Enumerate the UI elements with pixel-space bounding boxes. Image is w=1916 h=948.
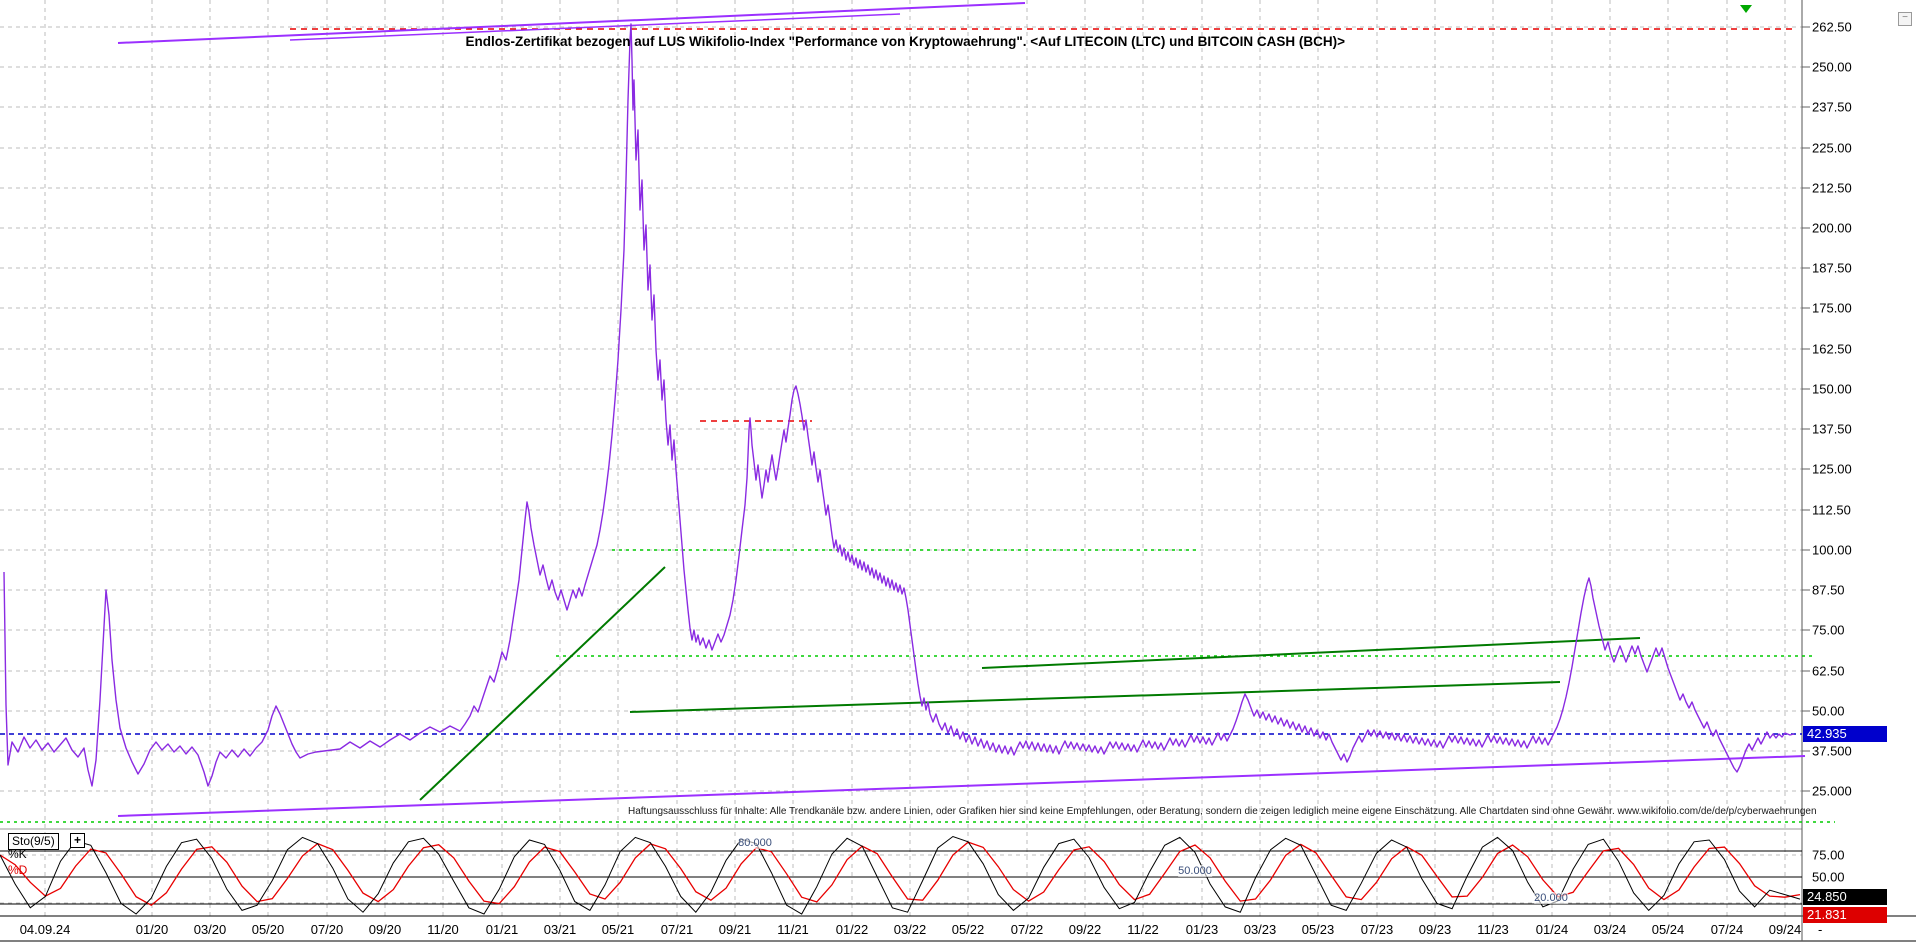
y-axis-label: 212.50 bbox=[1812, 180, 1852, 196]
trendline-long-right-support bbox=[629, 681, 1561, 713]
x-axis-label: 09/20 bbox=[368, 922, 402, 937]
x-axis-label: 03/20 bbox=[193, 922, 227, 937]
x-axis-label: 11/23 bbox=[1477, 922, 1509, 937]
x-axis-label: 09/24 bbox=[1768, 922, 1802, 937]
y-axis-label: 200.00 bbox=[1812, 220, 1852, 236]
x-axis-label: 03/22 bbox=[893, 922, 927, 937]
y-axis-label: 262.50 bbox=[1812, 19, 1852, 35]
x-axis-label: 05/22 bbox=[951, 922, 985, 937]
x-axis-label: 01/23 bbox=[1185, 922, 1219, 937]
sto-value-chip: 24.850 bbox=[1803, 889, 1887, 905]
x-axis-label: 07/23 bbox=[1360, 922, 1394, 937]
y-axis-label: 125.00 bbox=[1812, 461, 1852, 477]
x-axis-label: 05/24 bbox=[1651, 922, 1685, 937]
y-axis-label: 100.00 bbox=[1812, 542, 1852, 558]
sto-indicator-label[interactable]: Sto(9/5) bbox=[8, 833, 59, 850]
x-axis-label: 01/21 bbox=[485, 922, 519, 937]
x-axis-end-dash: - bbox=[1818, 922, 1823, 937]
x-axis-label: 01/20 bbox=[135, 922, 169, 937]
x-axis-label: 03/21 bbox=[543, 922, 577, 937]
x-axis-label: 03/24 bbox=[1593, 922, 1627, 937]
sto-level-label: 80.000 bbox=[738, 837, 772, 849]
y-axis-label: 112.50 bbox=[1812, 502, 1851, 518]
x-axis-label: 05/21 bbox=[601, 922, 635, 937]
trendline-lower-channel bbox=[117, 755, 1806, 817]
x-axis-label: 07/22 bbox=[1010, 922, 1044, 937]
x-axis-label: 07/24 bbox=[1710, 922, 1744, 937]
chart-title: Endlos-Zertifikat bezogen auf LUS Wikifo… bbox=[465, 34, 1345, 49]
sto-level-label: 20.000 bbox=[1534, 892, 1568, 904]
collapse-icon[interactable]: − bbox=[1898, 12, 1912, 26]
trendline-right-resistance bbox=[981, 637, 1641, 669]
y-axis-label: 162.50 bbox=[1812, 341, 1852, 357]
x-axis-label: 09/23 bbox=[1418, 922, 1452, 937]
y-axis-label: 62.50 bbox=[1812, 663, 1845, 679]
x-axis-label: 05/20 bbox=[251, 922, 285, 937]
x-axis-label: 07/21 bbox=[660, 922, 694, 937]
x-axis-label: 07/20 bbox=[310, 922, 344, 937]
x-axis-label: 05/23 bbox=[1301, 922, 1335, 937]
x-axis-label: 09/21 bbox=[718, 922, 752, 937]
y-axis-label: 150.00 bbox=[1812, 381, 1852, 397]
y-axis-label: 87.50 bbox=[1812, 582, 1845, 598]
y-axis-label: 237.50 bbox=[1812, 99, 1852, 115]
y-axis-label: 225.00 bbox=[1812, 140, 1852, 156]
x-axis-label: 11/22 bbox=[1127, 922, 1159, 937]
y-axis-label: 175.00 bbox=[1812, 300, 1852, 316]
green-down-arrow-icon bbox=[1740, 5, 1752, 13]
trendline-rally-support bbox=[419, 566, 666, 801]
y-axis-label: 137.50 bbox=[1812, 421, 1852, 437]
x-axis-label: 11/20 bbox=[427, 922, 459, 937]
x-axis-label: 01/24 bbox=[1535, 922, 1569, 937]
y-axis-label: 75.00 bbox=[1812, 622, 1845, 638]
y-axis-label: 50.00 bbox=[1812, 703, 1845, 719]
x-axis-label: 04.09.24 bbox=[19, 922, 71, 937]
y-axis-label: 250.00 bbox=[1812, 59, 1852, 75]
disclaimer-text: Haftungsausschluss für Inhalte: Alle Tre… bbox=[628, 806, 1817, 817]
sto-add-icon[interactable]: + bbox=[70, 833, 85, 848]
sto-level-label: 50.000 bbox=[1178, 865, 1212, 877]
x-axis-label: 09/22 bbox=[1068, 922, 1102, 937]
sto-d-label: %D bbox=[8, 863, 28, 877]
x-axis-label: 11/21 bbox=[777, 922, 809, 937]
x-axis-label: 01/22 bbox=[835, 922, 869, 937]
last-price-chip: 42.935 bbox=[1803, 726, 1887, 742]
sto-axis-label: 75.00 bbox=[1812, 847, 1845, 863]
sto-axis-label: 50.00 bbox=[1812, 869, 1845, 885]
y-axis-label: 25.000 bbox=[1812, 783, 1852, 799]
sto-d-line[interactable] bbox=[0, 841, 1801, 906]
sto-k-line[interactable] bbox=[0, 835, 1801, 915]
trendline-upper-channel-2 bbox=[289, 13, 901, 41]
x-axis-label: 03/23 bbox=[1243, 922, 1277, 937]
trendline-upper-channel-1 bbox=[117, 2, 1026, 44]
y-axis-label: 37.500 bbox=[1812, 743, 1852, 759]
y-axis-label: 187.50 bbox=[1812, 260, 1852, 276]
sto-k-label: %K bbox=[8, 847, 27, 861]
price-line[interactable] bbox=[3, 23, 1795, 787]
sto-value-chip: 21.831 bbox=[1803, 907, 1887, 923]
